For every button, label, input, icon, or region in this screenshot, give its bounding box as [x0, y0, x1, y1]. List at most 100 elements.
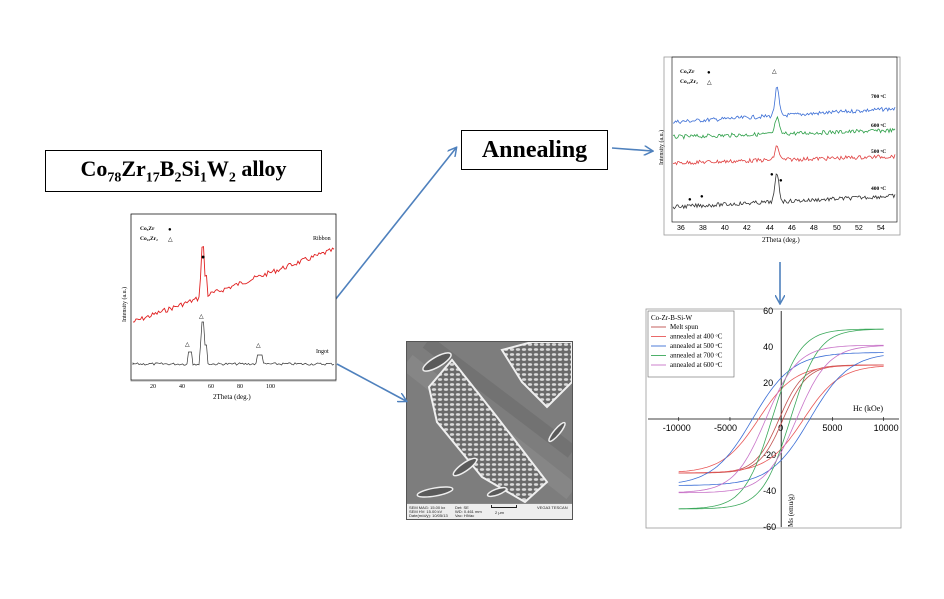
xrd2-tick-42: 42: [743, 225, 751, 232]
hysteresis-loop: [678, 352, 884, 483]
hysteresis-ticks: -10000 -5000 0 5000 10000 -60 -40 -20 20 40 60: [663, 306, 899, 532]
hysteresis-legend-label: annealed at 600 ᵒC: [670, 361, 723, 369]
hysteresis-ytick: -60: [763, 522, 776, 532]
hysteresis-xtick: 5000: [822, 423, 842, 433]
sem-scale-label: 2 μm: [495, 510, 504, 515]
xrd-annealed-frame: [663, 56, 901, 236]
hysteresis-xlabel: Hc (kOe): [853, 404, 883, 413]
hysteresis-legend-label: Melt spun: [670, 323, 699, 331]
xrd-initial-xlabel: 2Theta (deg.): [213, 393, 251, 401]
hysteresis-ytick: 40: [763, 342, 773, 352]
peak-marker-tri-2: △: [185, 342, 190, 348]
trace-label-400: 400 ᵒC: [871, 186, 886, 192]
trace-700: [672, 86, 896, 124]
hysteresis-curves: [678, 328, 884, 510]
hysteresis-xtick: 10000: [874, 423, 899, 433]
trace-400: [672, 173, 896, 210]
hysteresis-ytick: -40: [763, 486, 776, 496]
sem-info-6: Vac: HiVac: [455, 513, 475, 518]
arrow-to-annealed-xrd: [611, 148, 652, 151]
xrd2-dot-3: ●: [770, 172, 774, 178]
hysteresis-ytick: 60: [763, 306, 773, 316]
trace-label-ingot: Ingot: [316, 349, 329, 355]
xrd2-dot-2: ●: [700, 194, 704, 200]
hysteresis-ylabel: Ms (emu/g): [787, 493, 795, 527]
xrd2-legend-co5zr-marker: ●: [707, 70, 711, 76]
xrd-annealed-axes: [671, 56, 898, 223]
xrd2-dot-1: ●: [688, 197, 692, 203]
trace-label-500: 500 ᵒC: [871, 149, 886, 155]
hysteresis-xtick: -5000: [714, 423, 737, 433]
trace-label-700: 700 ᵒC: [871, 94, 886, 100]
xrd-annealed-xlabel: 2Theta (deg.): [762, 236, 800, 244]
hysteresis-chart: -10000 -5000 0 5000 10000 -60 -40 -20 20 40 60 Co-…: [645, 306, 902, 532]
annealing-label: Annealing: [481, 136, 588, 163]
xrd-legend-co5zr: Co₅Zr: [140, 226, 155, 232]
hysteresis-loop: [678, 365, 884, 474]
xrd2-tick-44: 44: [766, 225, 774, 232]
xrd-legend-co23zr2: Co₂₃Zr₂: [140, 236, 158, 242]
xrd2-tick-48: 48: [810, 225, 818, 232]
alloy-title-box: Co78Zr17B2Si1W2 alloy: [45, 150, 322, 192]
xrd-initial-tick-80: 80: [237, 384, 243, 390]
sem-info-2: SEM HV: 15.00 kV: [409, 509, 443, 514]
sem-info-1: SEM MAG: 15.00 kx: [409, 505, 446, 510]
sem-image: [407, 342, 572, 504]
xrd2-legend-co5zr: Co₅Zr: [680, 69, 695, 75]
xrd2-tick-36: 36: [677, 225, 685, 232]
sem-info-5: WD: 0.461 mm: [455, 509, 482, 514]
hysteresis-legend-label: annealed at 700 ᵒC: [670, 352, 723, 360]
hysteresis-legend-label: annealed at 400 ᵒC: [670, 333, 723, 341]
peak-marker-tri-1: △: [199, 314, 204, 320]
xrd2-tick-54: 54: [877, 225, 885, 232]
xrd2-peak-tri: △: [772, 69, 777, 75]
peak-marker-dot: ●: [201, 253, 205, 261]
ribbon-trace: [132, 245, 335, 323]
peak-marker-tri-3: △: [256, 343, 261, 349]
hysteresis-xtick: -10000: [663, 423, 691, 433]
ingot-trace: [132, 321, 335, 366]
xrd2-tick-50: 50: [833, 225, 841, 232]
annealing-box: Annealing: [461, 130, 608, 170]
arrow-to-sem: [336, 363, 406, 401]
xrd-legend-co23zr2-marker: △: [168, 237, 173, 243]
hysteresis-loop: [678, 328, 884, 510]
sem-info-4: Det: SE: [455, 505, 469, 510]
hysteresis-legend-box: [647, 310, 735, 378]
hysteresis-loop: [678, 328, 884, 510]
hysteresis-loop: [678, 344, 884, 493]
xrd-annealed-ticks: 36 38 40 42 44 46 48 50 52 54: [677, 225, 885, 232]
hysteresis-xtick: 0: [778, 423, 783, 433]
arrow-to-annealing: [334, 148, 456, 301]
xrd-legend-co5zr-marker: ●: [168, 227, 172, 233]
xrd-initial-tick-20: 20: [150, 384, 156, 390]
hysteresis-ytick: 20: [763, 378, 773, 388]
xrd2-legend-co23zr2-marker: △: [707, 80, 712, 86]
trace-label-ribbon: Ribbon: [313, 236, 331, 242]
xrd-annealed-panel: Co₅Zr ● Co₂₃Zr₂ △ △ 700 ᵒC 600 ᵒC 500 ᵒC…: [658, 56, 901, 244]
xrd-initial-tick-60: 60: [208, 384, 214, 390]
trace-500: [672, 145, 896, 166]
xrd2-tick-46: 46: [788, 225, 796, 232]
hysteresis-loop: [678, 345, 884, 494]
hysteresis-loop: [678, 355, 884, 486]
alloy-formula: Co78Zr17B2Si1W2 alloy: [80, 155, 287, 186]
sem-info-3: Date(m/d/y): 10/05/13: [409, 513, 448, 518]
xrd-initial-frame: [130, 213, 337, 382]
sem-micrograph: SEM MAG: 15.00 kx SEM HV: 15.00 kV Date(…: [406, 341, 573, 520]
xrd-initial-tick-100: 100: [266, 384, 275, 390]
xrd-annealed-ylabel: Intensity (a.u.): [658, 130, 665, 165]
trace-label-600: 600 ᵒC: [871, 123, 886, 129]
trace-600: [672, 115, 896, 140]
xrd-initial-axes: [130, 213, 337, 381]
xrd2-tick-40: 40: [721, 225, 729, 232]
xrd-initial-ylabel: Intensity (a.u.): [121, 287, 128, 322]
sem-info-bar: SEM MAG: 15.00 kx SEM HV: 15.00 kV Date(…: [407, 503, 572, 519]
hysteresis-ytick: -20: [763, 450, 776, 460]
hysteresis-loop: [678, 364, 884, 473]
xrd2-dot-4: ●: [779, 178, 783, 184]
xrd2-tick-38: 38: [699, 225, 707, 232]
xrd2-legend-co23zr2: Co₂₃Zr₂: [680, 79, 698, 85]
